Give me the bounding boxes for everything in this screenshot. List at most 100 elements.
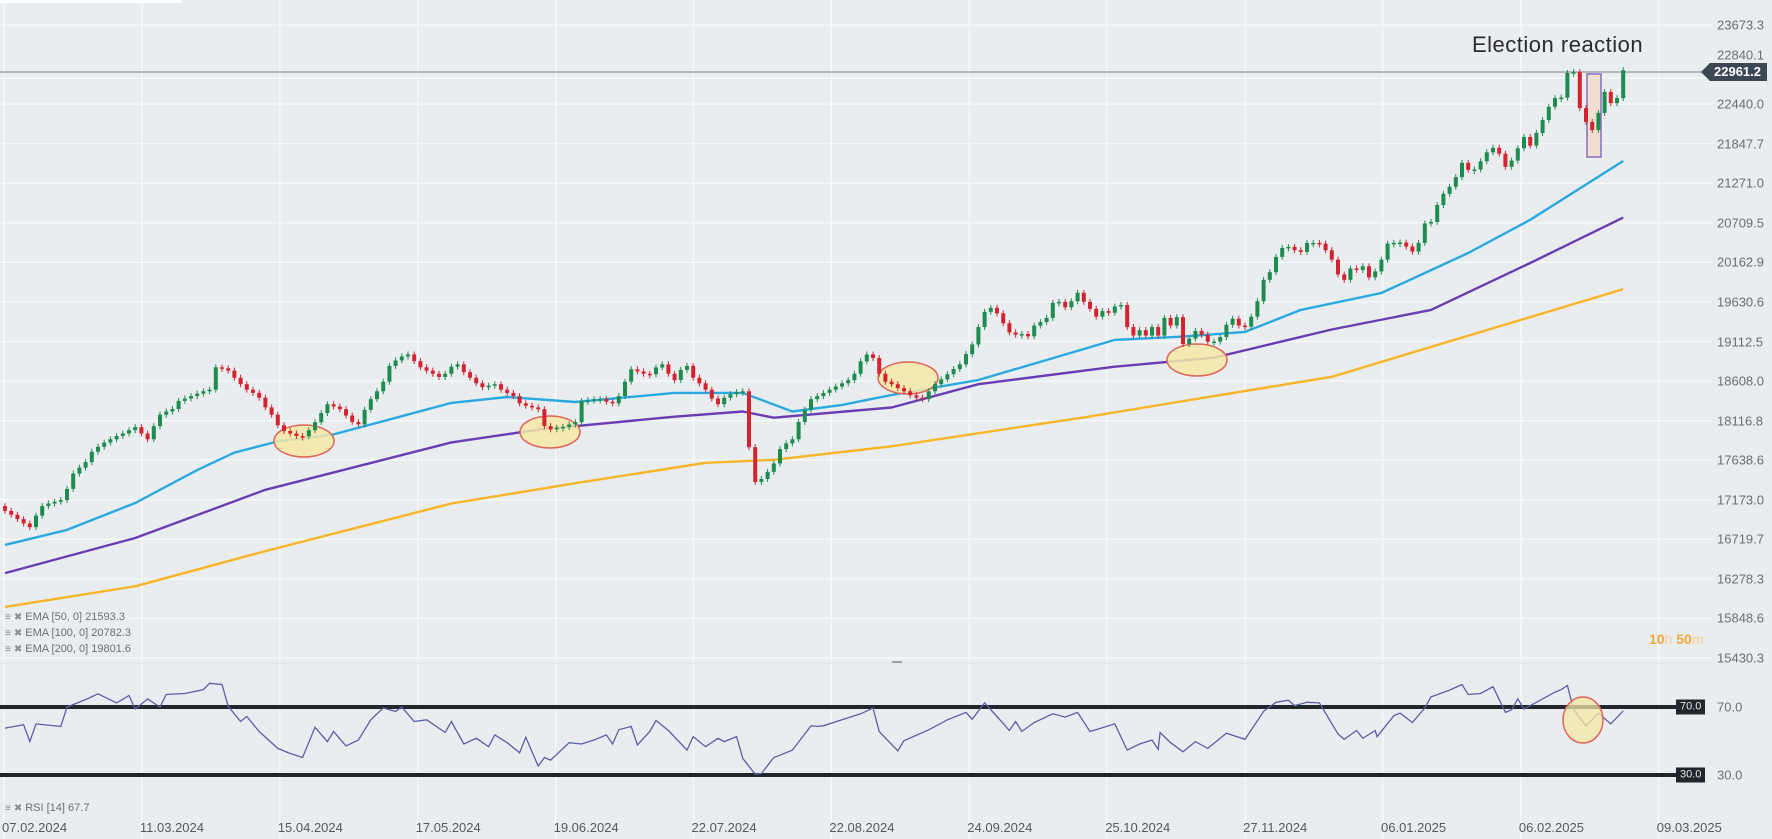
candle-up — [765, 471, 770, 479]
price-tick-label: 21847.7 — [1717, 136, 1764, 152]
legend-ema100-value: 20782.3 — [91, 627, 132, 639]
candles — [3, 67, 1626, 531]
candle-up — [1112, 306, 1117, 313]
date-tick-label: 24.09.2024 — [967, 820, 1033, 835]
candle-down — [1292, 246, 1297, 251]
legend-ema50-value: 21593.3 — [85, 611, 125, 623]
candle-up — [970, 344, 975, 355]
date-tick-label: 06.01.2025 — [1381, 820, 1447, 835]
candle-up — [1553, 98, 1557, 107]
candle-up — [945, 374, 950, 380]
candle-up — [827, 389, 832, 393]
candle-down — [15, 514, 20, 520]
candle-down — [1156, 327, 1161, 336]
candle-up — [1311, 242, 1316, 245]
rsi-line — [4, 682, 1624, 775]
close-icon[interactable]: ✖ — [13, 644, 23, 655]
candle-up — [89, 451, 94, 463]
candle-up — [492, 384, 497, 386]
candle-down — [238, 377, 243, 385]
candle-up — [790, 439, 795, 444]
candle-down — [703, 383, 708, 390]
candle-down — [1466, 162, 1471, 170]
candle-up — [1019, 333, 1024, 336]
price-tick-label: 23673.3 — [1717, 17, 1764, 33]
candle-down — [697, 377, 702, 384]
candle-up — [40, 506, 45, 516]
candle-down — [412, 354, 417, 362]
candle-up — [1057, 301, 1061, 304]
candle-up — [1546, 106, 1551, 121]
candle-down — [1199, 330, 1204, 335]
menu-icon[interactable]: ≡ — [5, 644, 11, 655]
candle-down — [1298, 250, 1303, 252]
candle-down — [1081, 292, 1086, 302]
legend-rsi[interactable]: ≡ ✖ RSI [14] 67.7 — [5, 802, 89, 815]
candle-up — [443, 373, 448, 377]
candle-down — [269, 407, 274, 415]
close-icon[interactable]: ✖ — [13, 628, 23, 639]
candle-up — [393, 360, 398, 366]
candle-up — [313, 422, 317, 431]
candle-up — [189, 396, 193, 399]
legend-ema50[interactable]: ≡ ✖ EMA [50, 0] 21593.3 — [5, 611, 125, 624]
candle-down — [1323, 243, 1328, 251]
legend-ema200-value: 19801.6 — [91, 643, 132, 655]
menu-icon[interactable]: ≡ — [5, 628, 11, 639]
candle-down — [1503, 153, 1508, 167]
candle-up — [554, 427, 559, 430]
candle-down — [282, 425, 286, 432]
candle-up — [802, 409, 807, 423]
candle-down — [1404, 242, 1409, 247]
candle-up — [809, 399, 813, 410]
close-icon[interactable]: ✖ — [13, 803, 23, 814]
price-tick-label: 16278.3 — [1717, 571, 1764, 587]
candle-up — [170, 409, 175, 412]
date-tick-label: 15.04.2024 — [277, 820, 343, 835]
last-price-label: 22961.2 — [1701, 63, 1767, 81]
candle-up — [678, 369, 683, 381]
candle-up — [1038, 322, 1043, 326]
candle-down — [1013, 332, 1018, 335]
candle-up — [778, 449, 782, 464]
candle-up — [455, 364, 460, 367]
candle-down — [21, 519, 26, 524]
close-icon[interactable]: ✖ — [13, 612, 23, 623]
candle-up — [1615, 98, 1619, 104]
candle-up — [207, 389, 212, 392]
support-highlight-ellipse — [877, 361, 939, 395]
candle-down — [1584, 108, 1588, 122]
legend-ema100[interactable]: ≡ ✖ EMA [100, 0] 20782.3 — [5, 627, 131, 640]
candle-up — [951, 369, 956, 375]
grid — [0, 0, 1712, 839]
rsi-panel — [0, 682, 1680, 777]
candle-up — [1621, 70, 1626, 99]
candle-up — [821, 392, 826, 397]
menu-icon[interactable]: ≡ — [5, 803, 11, 814]
legend-ema200[interactable]: ≡ ✖ EMA [200, 0] 19801.6 — [5, 643, 131, 656]
candle-down — [1001, 313, 1006, 324]
candle-up — [685, 365, 689, 370]
candle-down — [889, 381, 894, 385]
price-tick-label: 17173.0 — [1717, 492, 1764, 508]
candle-down — [1354, 268, 1359, 270]
date-tick-label: 19.06.2024 — [553, 820, 619, 835]
candle-up — [933, 384, 937, 392]
price-tick-label: 18608.0 — [1717, 373, 1764, 389]
menu-icon[interactable]: ≡ — [5, 612, 11, 623]
candle-up — [1478, 161, 1483, 170]
candle-down — [1410, 246, 1415, 252]
candle-down — [548, 426, 553, 430]
candle-down — [523, 403, 528, 406]
candle-down — [244, 384, 249, 390]
candle-up — [840, 383, 844, 387]
candle-down — [1367, 266, 1371, 278]
candle-up — [164, 411, 169, 415]
candle-up — [660, 364, 665, 368]
rsi-axis-30: 30.0 — [1717, 767, 1743, 783]
candle-up — [406, 354, 410, 357]
candle-down — [672, 373, 677, 381]
candle-up — [1218, 337, 1223, 342]
candle-up — [1472, 169, 1477, 171]
